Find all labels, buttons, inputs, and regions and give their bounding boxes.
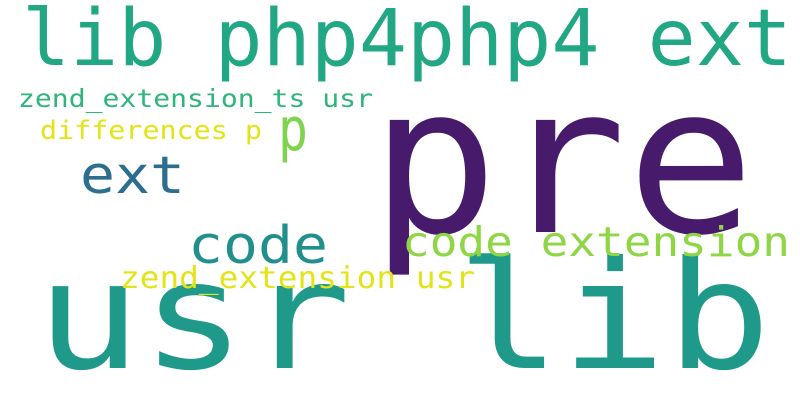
- word-ext: ext: [80, 146, 186, 206]
- word-zend-extension-ts-usr: zend_extension_ts usr: [18, 84, 373, 113]
- word-pre: pre: [370, 43, 756, 281]
- word-code: code: [188, 216, 328, 276]
- word-usr-lib: usr lib: [36, 230, 772, 400]
- word-p: p: [278, 95, 308, 165]
- word-differences-p: differences p: [40, 116, 262, 146]
- word-code-extension: code extension: [402, 218, 791, 266]
- word-lib-php4php4-ext: lib php4php4 ext: [22, 0, 792, 84]
- word-zend-extension-usr: zend_extension usr: [120, 261, 475, 296]
